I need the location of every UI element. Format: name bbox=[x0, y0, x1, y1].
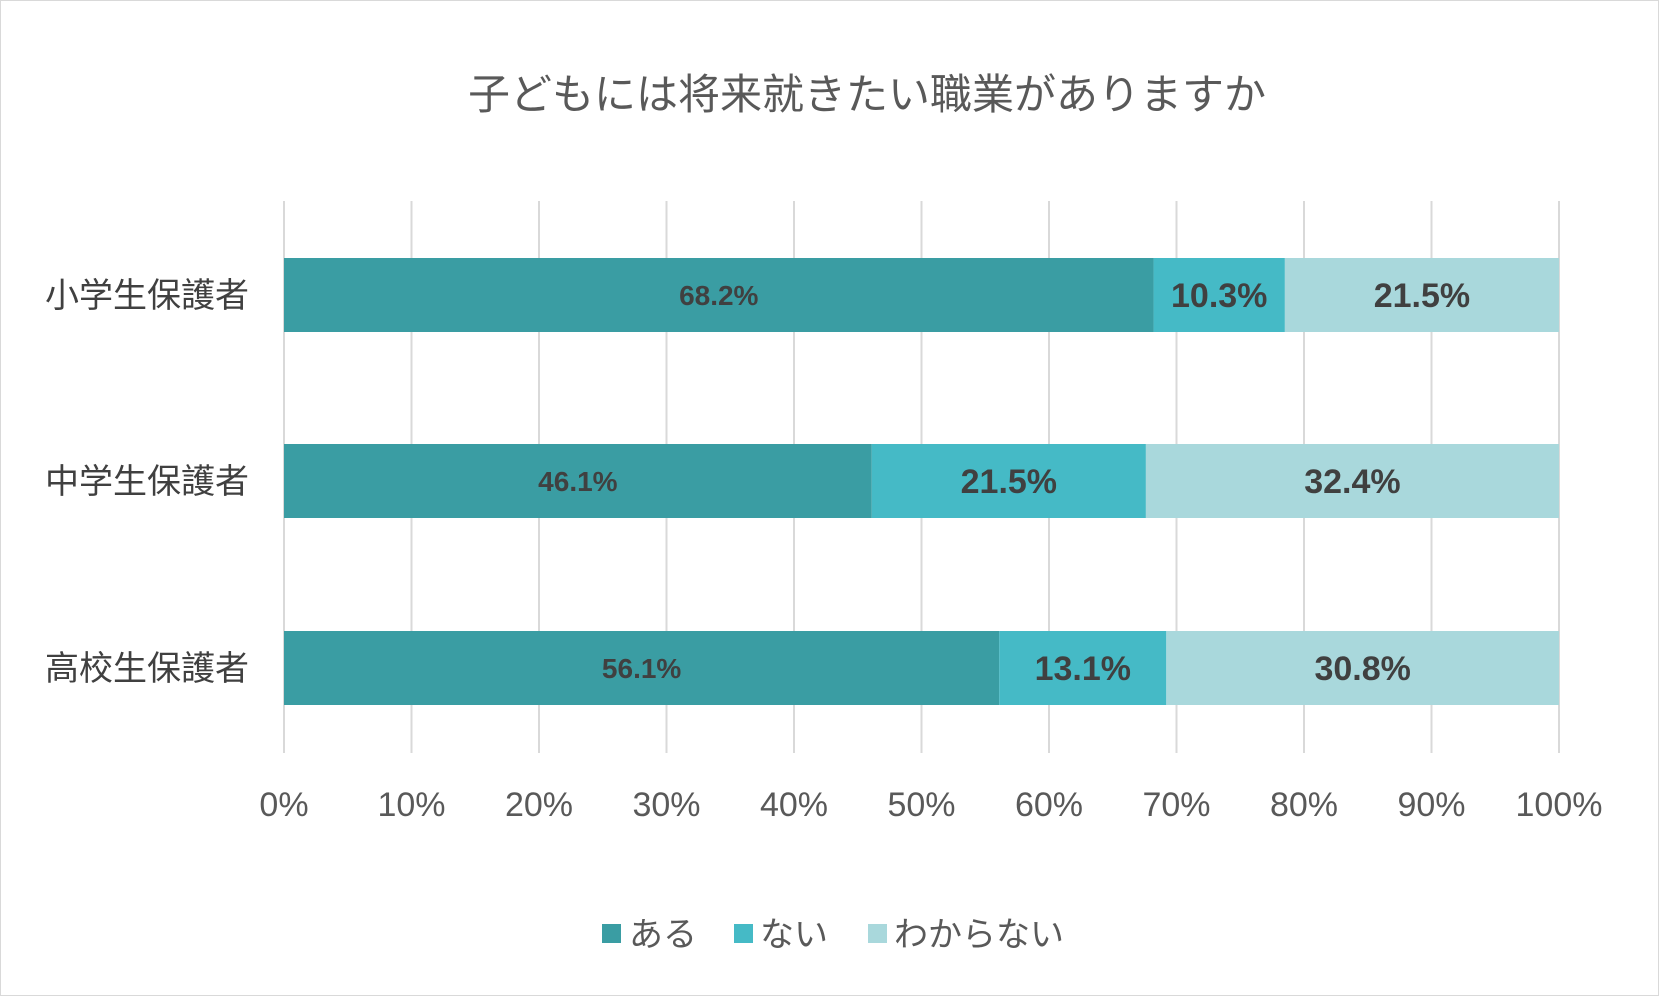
x-tick-label: 90% bbox=[1397, 786, 1465, 824]
legend-label: わからない bbox=[894, 915, 1064, 955]
legend-swatch bbox=[602, 924, 621, 943]
x-axis-tick-labels: 0% 10% 20% 30% 40% 50% 60% 70% 80% 90% 100% bbox=[259, 786, 1602, 824]
x-tick-label: 20% bbox=[505, 786, 573, 824]
x-tick-label: 10% bbox=[377, 786, 445, 824]
category-label: 小学生保護者 bbox=[45, 276, 249, 316]
bar-segment bbox=[284, 631, 1000, 705]
chart-title: 子どもには将来就きたい職業がありますか bbox=[468, 70, 1266, 119]
x-tick-label: 0% bbox=[259, 786, 308, 824]
bar-data-labels: 68.2% 10.3% 21.5% 46.1% 21.5% 32.4% 56.1% 13.1%… bbox=[538, 277, 1470, 688]
bar-data-label: 13.1% bbox=[1035, 650, 1131, 688]
x-tick-label: 100% bbox=[1516, 786, 1603, 824]
legend: ある ない わからない bbox=[602, 915, 1064, 955]
legend-swatch bbox=[868, 924, 887, 943]
bar-data-label: 21.5% bbox=[1374, 277, 1470, 315]
bar-data-label: 56.1% bbox=[602, 653, 681, 684]
bar-segment bbox=[1284, 258, 1559, 332]
bar-segment bbox=[871, 444, 1146, 518]
bar-data-label: 30.8% bbox=[1314, 650, 1410, 688]
x-tick-label: 80% bbox=[1270, 786, 1338, 824]
bar-data-label: 68.2% bbox=[679, 280, 758, 311]
bar-segment bbox=[284, 258, 1154, 332]
x-tick-label: 30% bbox=[632, 786, 700, 824]
category-label: 中学生保護者 bbox=[45, 462, 249, 502]
bar-data-label: 10.3% bbox=[1171, 277, 1267, 315]
x-tick-label: 50% bbox=[887, 786, 955, 824]
bar-segment bbox=[999, 631, 1167, 705]
bar-data-label: 32.4% bbox=[1304, 463, 1400, 501]
bars bbox=[284, 258, 1559, 705]
x-tick-label: 40% bbox=[760, 786, 828, 824]
x-tick-label: 70% bbox=[1142, 786, 1210, 824]
legend-label: ない bbox=[760, 915, 828, 955]
bar-data-label: 21.5% bbox=[961, 463, 1057, 501]
legend-swatch bbox=[734, 924, 753, 943]
x-tick-label: 60% bbox=[1015, 786, 1083, 824]
category-label: 高校生保護者 bbox=[45, 649, 249, 689]
bar-segment bbox=[1153, 258, 1285, 332]
bar-data-label: 46.1% bbox=[538, 466, 617, 497]
bar-segment bbox=[1145, 444, 1559, 518]
bar-segment bbox=[1166, 631, 1559, 705]
legend-label: ある bbox=[629, 915, 697, 955]
bar-segment bbox=[284, 444, 872, 518]
